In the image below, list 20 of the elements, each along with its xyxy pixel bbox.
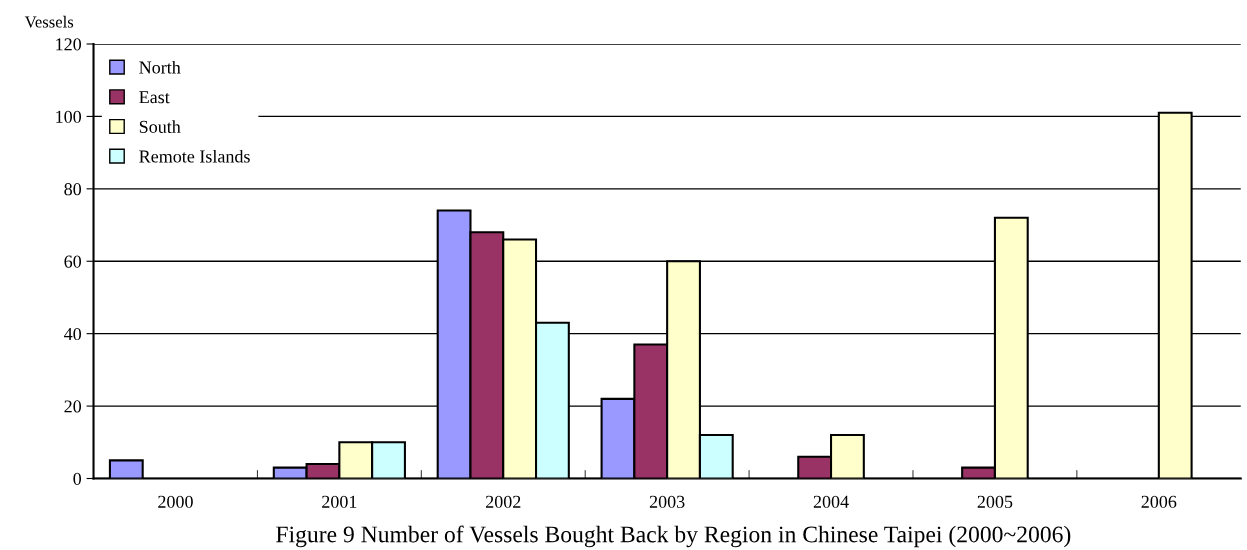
x-tick-label: 2000 [158, 495, 193, 508]
x-tick-label: 2006 [1141, 495, 1177, 508]
y-tick-label: 40 [64, 327, 82, 341]
legend-label: South [139, 120, 181, 133]
y-tick-label: 20 [64, 400, 82, 413]
y-tick-label: 0 [73, 472, 82, 485]
x-tick-label: 2001 [322, 495, 357, 508]
y-tick-label: 60 [64, 255, 82, 268]
x-tick-label: 2005 [977, 495, 1013, 508]
x-tick-label: 2002 [485, 495, 521, 508]
y-axis-title: Vessels [24, 15, 74, 28]
legend-label: North [139, 60, 181, 74]
legend-label: Remote Islands [139, 149, 250, 163]
text: Figure 9 Number of Vessels Bought Back by Region in Chinese Taipei (2000~2006) [276, 525, 1071, 548]
y-tick-label: 100 [56, 110, 82, 123]
y-tick-label: 120 [56, 38, 82, 51]
x-tick-label: 2003 [649, 495, 685, 508]
legend-label: East [139, 91, 170, 104]
x-tick-label: 2004 [813, 495, 849, 508]
y-tick-label: 80 [64, 183, 82, 196]
